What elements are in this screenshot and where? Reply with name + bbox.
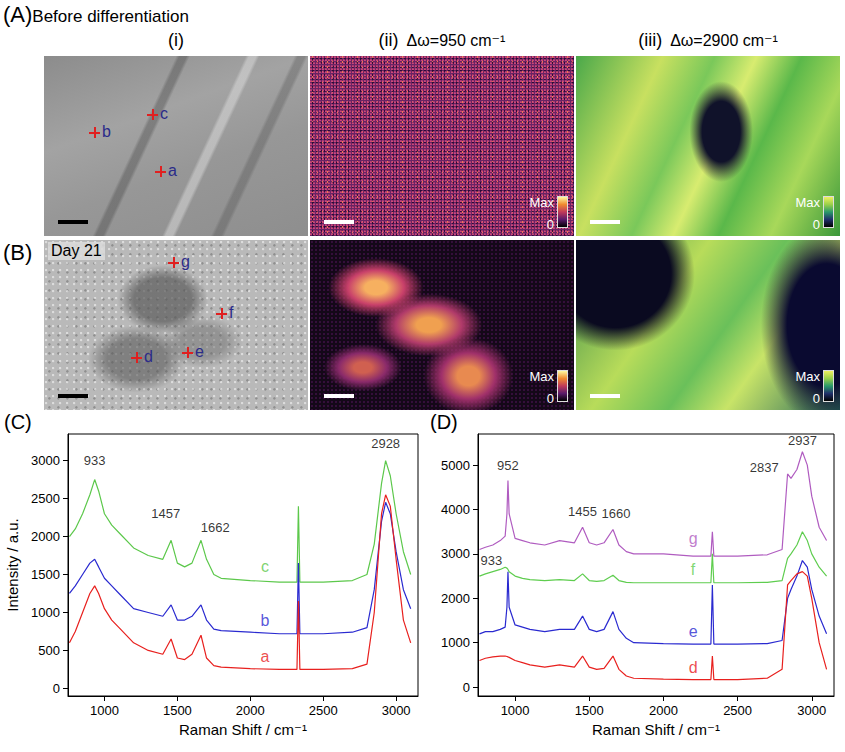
- html-text:(iii): (iii): [638, 30, 663, 50]
- html-text:f: f: [229, 304, 234, 321]
- svg-text:1662: 1662: [201, 520, 230, 535]
- html-text:0: 0: [546, 391, 554, 406]
- html-text:Δω=950 cm⁻¹: Δω=950 cm⁻¹: [406, 32, 506, 49]
- svg-text:f: f: [691, 561, 696, 578]
- svg-text:c: c: [261, 558, 269, 575]
- svg-text:1000: 1000: [441, 635, 470, 650]
- svg-text:a: a: [260, 648, 269, 665]
- svg-text:952: 952: [497, 458, 519, 473]
- html-text:(A)Before differentiation: (A)Before differentiation: [3, 2, 189, 27]
- svg-text:d: d: [689, 659, 698, 676]
- svg-text:4000: 4000: [441, 502, 470, 517]
- html-text:(ii): (ii): [378, 30, 399, 50]
- svg-text:g: g: [689, 530, 698, 547]
- svg-text:Raman Shift / cm⁻¹: Raman Shift / cm⁻¹: [179, 721, 307, 738]
- html-text:0: 0: [812, 391, 820, 406]
- svg-text:e: e: [689, 623, 698, 640]
- html-text:Day 21: Day 21: [51, 242, 102, 259]
- html-text:(i): (i): [168, 30, 184, 50]
- svg-text:933: 933: [84, 453, 106, 468]
- svg-text:3000: 3000: [382, 703, 411, 718]
- html-text:a: a: [168, 162, 177, 179]
- svg-text:2500: 2500: [31, 491, 60, 506]
- svg-text:1500: 1500: [575, 703, 604, 718]
- svg-text:b: b: [260, 612, 269, 629]
- svg-text:Intensity / a.u.: Intensity / a.u.: [4, 518, 21, 611]
- html-text:c: c: [160, 105, 168, 122]
- html-text:b: b: [102, 123, 111, 140]
- svg-text:3000: 3000: [31, 453, 60, 468]
- html-text:Δω=2900 cm⁻¹: Δω=2900 cm⁻¹: [670, 32, 778, 49]
- html-text:Max: Max: [529, 369, 554, 384]
- svg-text:1457: 1457: [151, 506, 180, 521]
- svg-text:0: 0: [53, 681, 60, 696]
- svg-text:Raman Shift / cm⁻¹: Raman Shift / cm⁻¹: [592, 721, 720, 738]
- html-text:0: 0: [546, 217, 554, 232]
- html-text:(C): (C): [4, 411, 32, 433]
- svg-text:933: 933: [480, 553, 502, 568]
- svg-text:1500: 1500: [31, 567, 60, 582]
- html-text:0: 0: [812, 217, 820, 232]
- svg-text:2928: 2928: [371, 436, 400, 451]
- html-text:Max: Max: [795, 195, 820, 210]
- svg-text:2500: 2500: [723, 703, 752, 718]
- svg-text:2000: 2000: [31, 529, 60, 544]
- svg-text:1660: 1660: [601, 506, 630, 521]
- html-text:(B): (B): [3, 240, 33, 265]
- svg-text:2837: 2837: [750, 460, 779, 475]
- html-text:(D): (D): [430, 411, 458, 433]
- html-text:e: e: [195, 343, 204, 360]
- svg-text:1000: 1000: [90, 703, 119, 718]
- html-text:Max: Max: [529, 195, 554, 210]
- html-text:g: g: [181, 253, 190, 270]
- svg-text:5000: 5000: [441, 458, 470, 473]
- svg-text:2000: 2000: [649, 703, 678, 718]
- svg-text:1000: 1000: [501, 703, 530, 718]
- svg-text:1455: 1455: [568, 504, 597, 519]
- svg-text:1000: 1000: [31, 605, 60, 620]
- html-text:d: d: [144, 348, 153, 365]
- svg-text:2937: 2937: [788, 433, 817, 448]
- svg-text:0: 0: [463, 680, 470, 695]
- svg-text:2000: 2000: [441, 591, 470, 606]
- svg-text:3000: 3000: [797, 703, 826, 718]
- svg-text:2000: 2000: [236, 703, 265, 718]
- html-text:Max: Max: [795, 369, 820, 384]
- svg-text:2500: 2500: [309, 703, 338, 718]
- svg-text:500: 500: [38, 643, 60, 658]
- svg-text:1500: 1500: [163, 703, 192, 718]
- svg-text:3000: 3000: [441, 546, 470, 561]
